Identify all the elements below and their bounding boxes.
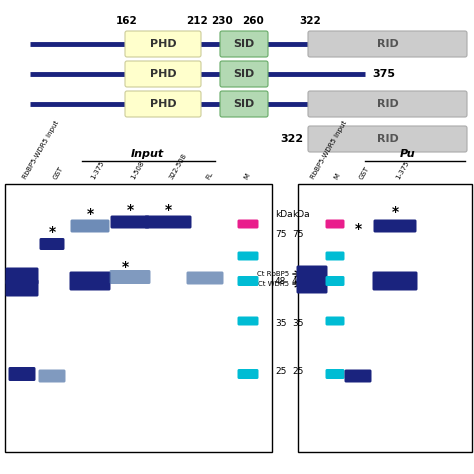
Text: PHD: PHD xyxy=(150,69,176,79)
FancyBboxPatch shape xyxy=(308,91,467,117)
Text: *: * xyxy=(121,260,128,274)
FancyBboxPatch shape xyxy=(374,219,417,233)
Text: SID: SID xyxy=(233,99,255,109)
FancyBboxPatch shape xyxy=(237,219,258,228)
Bar xyxy=(5,184,272,452)
FancyBboxPatch shape xyxy=(38,370,65,383)
FancyBboxPatch shape xyxy=(326,276,345,286)
Text: Ct WDR5: Ct WDR5 xyxy=(258,281,289,287)
Text: PHD: PHD xyxy=(150,39,176,49)
Bar xyxy=(298,184,472,452)
FancyBboxPatch shape xyxy=(220,31,268,57)
Text: 25: 25 xyxy=(275,367,286,376)
FancyBboxPatch shape xyxy=(6,280,38,297)
Text: M: M xyxy=(243,172,251,180)
Text: 230: 230 xyxy=(211,16,233,26)
Text: M: M xyxy=(333,172,341,180)
Text: GST: GST xyxy=(358,165,370,180)
FancyBboxPatch shape xyxy=(326,317,345,326)
FancyBboxPatch shape xyxy=(326,219,345,228)
Text: SID: SID xyxy=(233,69,255,79)
FancyBboxPatch shape xyxy=(308,31,467,57)
Text: 1-375: 1-375 xyxy=(90,159,105,180)
Text: *: * xyxy=(355,222,362,236)
Text: 48: 48 xyxy=(292,277,303,286)
FancyBboxPatch shape xyxy=(237,276,258,286)
FancyBboxPatch shape xyxy=(297,265,328,283)
Text: RID: RID xyxy=(377,134,398,144)
Text: 322-508: 322-508 xyxy=(168,152,188,180)
Text: PHD: PHD xyxy=(150,99,176,109)
Text: *: * xyxy=(86,207,93,221)
Text: 75: 75 xyxy=(275,229,286,238)
FancyBboxPatch shape xyxy=(125,61,201,87)
FancyBboxPatch shape xyxy=(237,252,258,261)
FancyBboxPatch shape xyxy=(6,267,38,284)
FancyBboxPatch shape xyxy=(110,216,149,228)
Text: 375: 375 xyxy=(372,69,395,79)
FancyBboxPatch shape xyxy=(308,126,467,152)
Text: SID: SID xyxy=(233,39,255,49)
Text: Input: Input xyxy=(131,149,164,159)
FancyBboxPatch shape xyxy=(186,272,224,284)
FancyBboxPatch shape xyxy=(297,279,328,293)
Text: 162: 162 xyxy=(116,16,138,26)
FancyBboxPatch shape xyxy=(326,369,345,379)
Text: *: * xyxy=(48,225,55,239)
Text: *: * xyxy=(164,203,172,217)
FancyBboxPatch shape xyxy=(70,272,110,291)
Text: 1-375: 1-375 xyxy=(395,159,410,180)
Text: Pu: Pu xyxy=(400,149,416,159)
FancyBboxPatch shape xyxy=(237,317,258,326)
Text: *: * xyxy=(392,205,399,219)
FancyBboxPatch shape xyxy=(326,252,345,261)
Text: RbBP5-WDR5 Input: RbBP5-WDR5 Input xyxy=(310,119,348,180)
Text: 1-508: 1-508 xyxy=(130,159,146,180)
Text: 75: 75 xyxy=(292,229,303,238)
FancyBboxPatch shape xyxy=(220,61,268,87)
Text: 48: 48 xyxy=(275,277,286,286)
Text: RID: RID xyxy=(377,99,398,109)
FancyBboxPatch shape xyxy=(9,367,36,381)
FancyBboxPatch shape xyxy=(39,238,64,250)
Text: *: * xyxy=(127,203,134,217)
Text: 25: 25 xyxy=(292,367,303,376)
Text: 35: 35 xyxy=(292,319,303,328)
Text: RbBP5-WDR5 Input: RbBP5-WDR5 Input xyxy=(22,119,60,180)
Text: 212: 212 xyxy=(186,16,208,26)
Text: kDa: kDa xyxy=(275,210,292,219)
FancyBboxPatch shape xyxy=(373,272,418,291)
Text: 35: 35 xyxy=(275,319,286,328)
FancyBboxPatch shape xyxy=(125,31,201,57)
Text: FL: FL xyxy=(205,170,214,180)
FancyBboxPatch shape xyxy=(125,91,201,117)
Text: 260: 260 xyxy=(242,16,264,26)
FancyBboxPatch shape xyxy=(145,216,191,228)
FancyBboxPatch shape xyxy=(237,369,258,379)
FancyBboxPatch shape xyxy=(71,219,109,233)
FancyBboxPatch shape xyxy=(345,370,372,383)
FancyBboxPatch shape xyxy=(109,270,151,284)
Text: Ct RbBP5: Ct RbBP5 xyxy=(257,271,289,277)
Text: 322: 322 xyxy=(280,134,303,144)
FancyBboxPatch shape xyxy=(220,91,268,117)
Text: GST: GST xyxy=(52,165,64,180)
Text: RID: RID xyxy=(377,39,398,49)
Text: kDa: kDa xyxy=(292,210,310,219)
Text: 322: 322 xyxy=(299,16,321,26)
